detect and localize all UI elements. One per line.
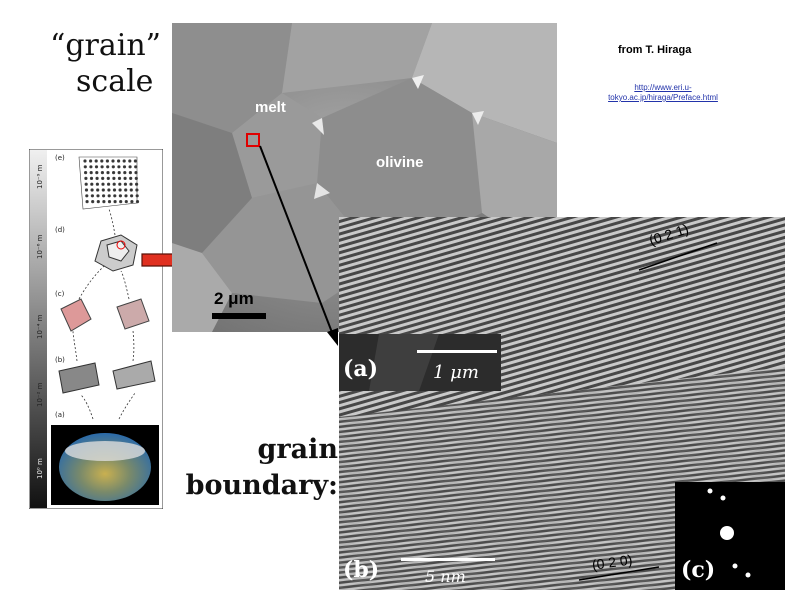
inset-scalebar xyxy=(417,350,497,353)
label-melt: melt xyxy=(255,99,286,116)
panel-label-b: (b) xyxy=(55,356,65,364)
scalebar-label: 2 μm xyxy=(214,289,254,308)
scalebar xyxy=(212,313,266,319)
label-olivine: olivine xyxy=(376,154,424,171)
scale-label-e: 10⁻⁹ m xyxy=(36,164,44,189)
rock-blocks-icon xyxy=(60,298,150,332)
label-a: (a) xyxy=(343,356,379,382)
scale-label-a: 10⁰ m xyxy=(36,458,44,479)
panel-label-e: (e) xyxy=(55,154,65,162)
slide-title-line2: scale xyxy=(76,64,154,99)
label-c: (c) xyxy=(681,557,716,583)
grain-boundary-label: grain boundary: xyxy=(170,432,338,504)
atomic-lattice-icon xyxy=(78,156,140,210)
panel-label-c: (c) xyxy=(55,290,65,298)
hrtem-image: (a) 1 μm (b) 5 nm (c) (0 2 1) (0 2 0) xyxy=(339,217,785,590)
scale-5nm-label: 5 nm xyxy=(425,567,466,586)
grain-boundary-line2: boundary: xyxy=(185,470,338,501)
scale-gradient-strip xyxy=(30,150,47,508)
scale-label-b: 10⁻² m xyxy=(36,382,44,407)
tectonic-blocks-icon xyxy=(58,360,156,394)
multiscale-figure: 10⁻⁹ m 10⁻⁶ m 10⁻⁴ m 10⁻² m 10⁰ m (e) (d… xyxy=(29,149,163,509)
label-b: (b) xyxy=(343,557,380,583)
scale-label-c: 10⁻⁴ m xyxy=(36,314,44,339)
panel-label-d: (d) xyxy=(55,226,65,234)
panel-label-a: (a) xyxy=(55,411,65,419)
scale-label-d: 10⁻⁶ m xyxy=(36,234,44,259)
slide-title-line1: “grain” xyxy=(50,28,162,63)
melt-location-box xyxy=(246,133,260,147)
hrtem-scalebar xyxy=(401,558,495,561)
grain-aggregate-icon xyxy=(94,234,138,272)
grain-boundary-line1: grain xyxy=(257,434,339,465)
credit-text: from T. Hiraga xyxy=(618,44,692,56)
source-link[interactable]: http://www.eri.u-tokyo.ac.jp/hiraga/Pref… xyxy=(608,83,718,102)
inset-scale-label: 1 μm xyxy=(433,362,479,383)
